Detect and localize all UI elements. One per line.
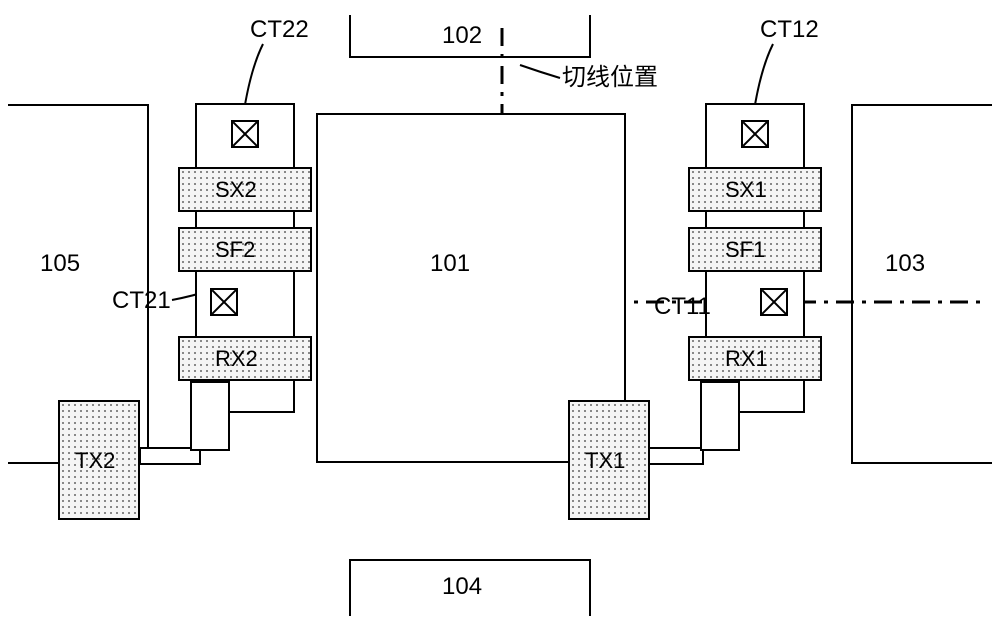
gate-sf2 bbox=[178, 227, 312, 272]
ct21-label: CT21 bbox=[112, 289, 171, 313]
cell-102-label: 102 bbox=[442, 24, 482, 48]
leader-tangent bbox=[520, 65, 560, 78]
left-lower-box bbox=[190, 381, 230, 451]
cell-103-label: 103 bbox=[885, 252, 925, 276]
contact-ct12 bbox=[741, 120, 769, 148]
ct12-label: CT12 bbox=[760, 18, 819, 42]
gate-rx1 bbox=[688, 336, 822, 381]
gate-sx1 bbox=[688, 167, 822, 212]
cell-105-label: 105 bbox=[40, 252, 80, 276]
ct11-label: CT11 bbox=[654, 295, 711, 319]
ct22-label: CT22 bbox=[250, 18, 309, 42]
tangent-label: 切线位置 bbox=[562, 66, 658, 90]
gate-tx2 bbox=[58, 400, 140, 520]
contact-ct21 bbox=[210, 288, 238, 316]
gate-tx1 bbox=[568, 400, 650, 520]
cell-101-label: 101 bbox=[430, 252, 470, 276]
cell-104-label: 104 bbox=[442, 575, 482, 599]
cell-103-outline bbox=[852, 105, 992, 463]
contact-ct22 bbox=[231, 120, 259, 148]
gate-sx2 bbox=[178, 167, 312, 212]
gate-sf1 bbox=[688, 227, 822, 272]
diagram-stage: 101 102 103 104 105 SX1 SF1 RX1 SX2 SF2 … bbox=[0, 0, 1000, 623]
right-lower-box bbox=[700, 381, 740, 451]
gate-rx2 bbox=[178, 336, 312, 381]
contact-ct11 bbox=[760, 288, 788, 316]
